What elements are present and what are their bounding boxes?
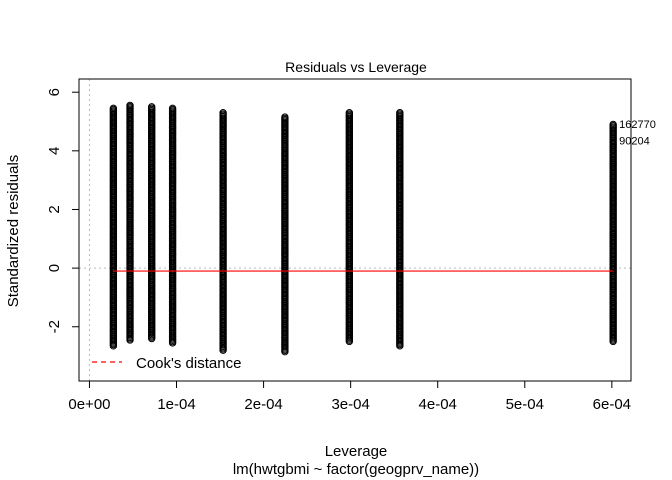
legend: Cook's distance: [92, 355, 241, 372]
data-point: [148, 334, 156, 343]
point-labels: 162770 90204: [619, 119, 656, 148]
data-point: [168, 339, 177, 347]
point-label: 90204: [619, 136, 650, 148]
y-axis: -2 0 2 4 6: [46, 88, 80, 333]
data-point: [396, 342, 404, 350]
point-label: 162770: [619, 119, 656, 131]
y-tick-label: 6: [46, 88, 63, 96]
data-point: [126, 336, 134, 344]
x-tick-label: 6e-04: [593, 396, 631, 413]
x-tick-label: 5e-04: [506, 396, 544, 413]
plot-frame: [78, 78, 632, 382]
y-axis-label: Standardized residuals: [5, 155, 22, 308]
x-axis: 0e+00 1e-04 2e-04 3e-04 4e-04 5e-04 6e-04: [68, 380, 631, 413]
y-tick-label: 2: [46, 205, 63, 213]
data-points: [109, 101, 617, 356]
x-tick-label: 2e-04: [244, 396, 282, 413]
x-tick-label: 3e-04: [331, 396, 369, 413]
data-point: [281, 347, 289, 356]
x-axis-label: Leverage: [325, 443, 388, 460]
data-point: [609, 337, 617, 346]
chart-subtitle: lm(hwtgbmi ~ factor(geogprv_name)): [233, 461, 479, 478]
data-point: [345, 337, 354, 346]
reference-lines: [79, 79, 631, 381]
x-tick-label: 1e-04: [157, 396, 195, 413]
legend-label: Cook's distance: [136, 355, 241, 372]
y-tick-label: -2: [46, 320, 63, 333]
data-point: [219, 346, 227, 354]
y-tick-label: 4: [46, 147, 63, 155]
chart-title: Residuals vs Leverage: [285, 59, 427, 75]
x-tick-label: 4e-04: [419, 396, 457, 413]
x-tick-label: 0e+00: [68, 396, 110, 413]
y-tick-label: 0: [46, 264, 63, 272]
data-point: [109, 342, 118, 350]
